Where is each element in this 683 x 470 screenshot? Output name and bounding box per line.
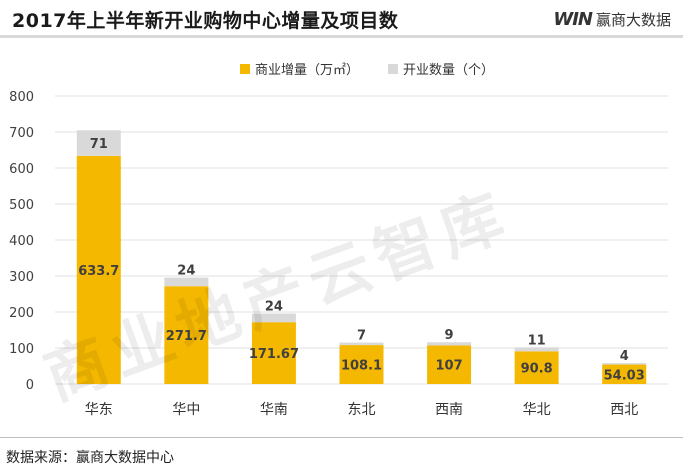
x-tick-label: 东北	[348, 402, 376, 418]
data-label-area-6: 54.03	[604, 368, 645, 383]
bar-count-6	[602, 363, 647, 365]
brand-logo-icon: WIN	[553, 8, 593, 30]
chart-area: 商业增量（万㎡） 开业数量（个） 0 100 200 300 400 500 600 700 80…	[0, 40, 683, 435]
y-tick-label: 600	[9, 162, 34, 177]
data-label-count-5: 11	[528, 333, 546, 348]
bar-count-1	[164, 277, 209, 287]
brand-name: 赢商大数据	[595, 10, 671, 29]
bar-count-0	[76, 130, 121, 156]
legend: 商业增量（万㎡） 开业数量（个）	[240, 63, 494, 78]
y-axis: 0 100 200 300 400 500 600 700 800	[9, 90, 34, 393]
y-tick-label: 200	[9, 306, 34, 321]
bar-area-1	[164, 286, 209, 384]
data-label-area-4: 107	[436, 359, 463, 374]
x-tick-label: 华中	[172, 402, 200, 418]
x-tick-label: 华北	[523, 402, 551, 418]
bars: 633.7 71 271.7 24 171.67 24 108.1 7 107 9 90.8 11 54…	[76, 130, 647, 384]
y-tick-label: 700	[9, 126, 34, 141]
footer: 数据来源：赢商大数据中心	[0, 437, 683, 470]
bar-area-2	[251, 322, 296, 384]
bar-area-0	[76, 155, 121, 384]
y-tick-label: 300	[9, 270, 34, 285]
data-label-area-2: 171.67	[249, 347, 299, 362]
y-tick-label: 800	[9, 90, 34, 105]
x-tick-label: 西北	[610, 402, 638, 418]
x-axis: 华东 华中 华南 东北 西南 华北 西北	[85, 402, 638, 418]
data-label-area-3: 108.1	[341, 359, 382, 374]
page-title: 2017年上半年新开业购物中心增量及项目数	[12, 10, 399, 32]
bar-count-4	[427, 342, 472, 346]
bar-area-6	[602, 364, 647, 384]
data-label-area-5: 90.8	[521, 362, 553, 377]
bar-count-3	[339, 342, 384, 346]
legend-swatch-0	[240, 64, 250, 74]
legend-label-0: 商业增量（万㎡）	[255, 63, 359, 78]
bar-count-2	[251, 313, 296, 323]
bar-area-3	[339, 345, 384, 384]
x-tick-label: 西南	[435, 402, 463, 418]
y-tick-label: 400	[9, 234, 34, 249]
y-tick-label: 500	[9, 198, 34, 213]
data-label-area-1: 271.7	[166, 329, 207, 344]
data-label-area-0: 633.7	[78, 264, 119, 279]
bar-count-5	[514, 347, 559, 352]
data-label-count-3: 7	[357, 329, 366, 344]
data-label-count-2: 24	[265, 300, 283, 315]
data-label-count-4: 9	[445, 328, 454, 343]
x-tick-label: 华东	[85, 402, 113, 418]
brand: WIN 赢商大数据	[553, 7, 671, 31]
stacked-bar-chart: 商业增量（万㎡） 开业数量（个） 0 100 200 300 400 500 600 700 80…	[9, 63, 668, 418]
legend-label-1: 开业数量（个）	[403, 63, 494, 78]
source-note: 数据来源：赢商大数据中心	[6, 450, 174, 466]
x-tick-label: 华南	[260, 402, 288, 418]
data-label-count-6: 4	[620, 349, 629, 364]
y-tick-label: 0	[26, 378, 34, 393]
gridlines	[55, 95, 668, 385]
bar-area-4	[427, 345, 472, 384]
chart-header: 2017年上半年新开业购物中心增量及项目数 WIN 赢商大数据	[0, 0, 683, 38]
data-label-count-1: 24	[177, 264, 195, 279]
y-tick-label: 100	[9, 342, 34, 357]
bar-area-5	[514, 351, 559, 384]
data-label-count-0: 71	[90, 137, 108, 152]
legend-swatch-1	[388, 64, 398, 74]
